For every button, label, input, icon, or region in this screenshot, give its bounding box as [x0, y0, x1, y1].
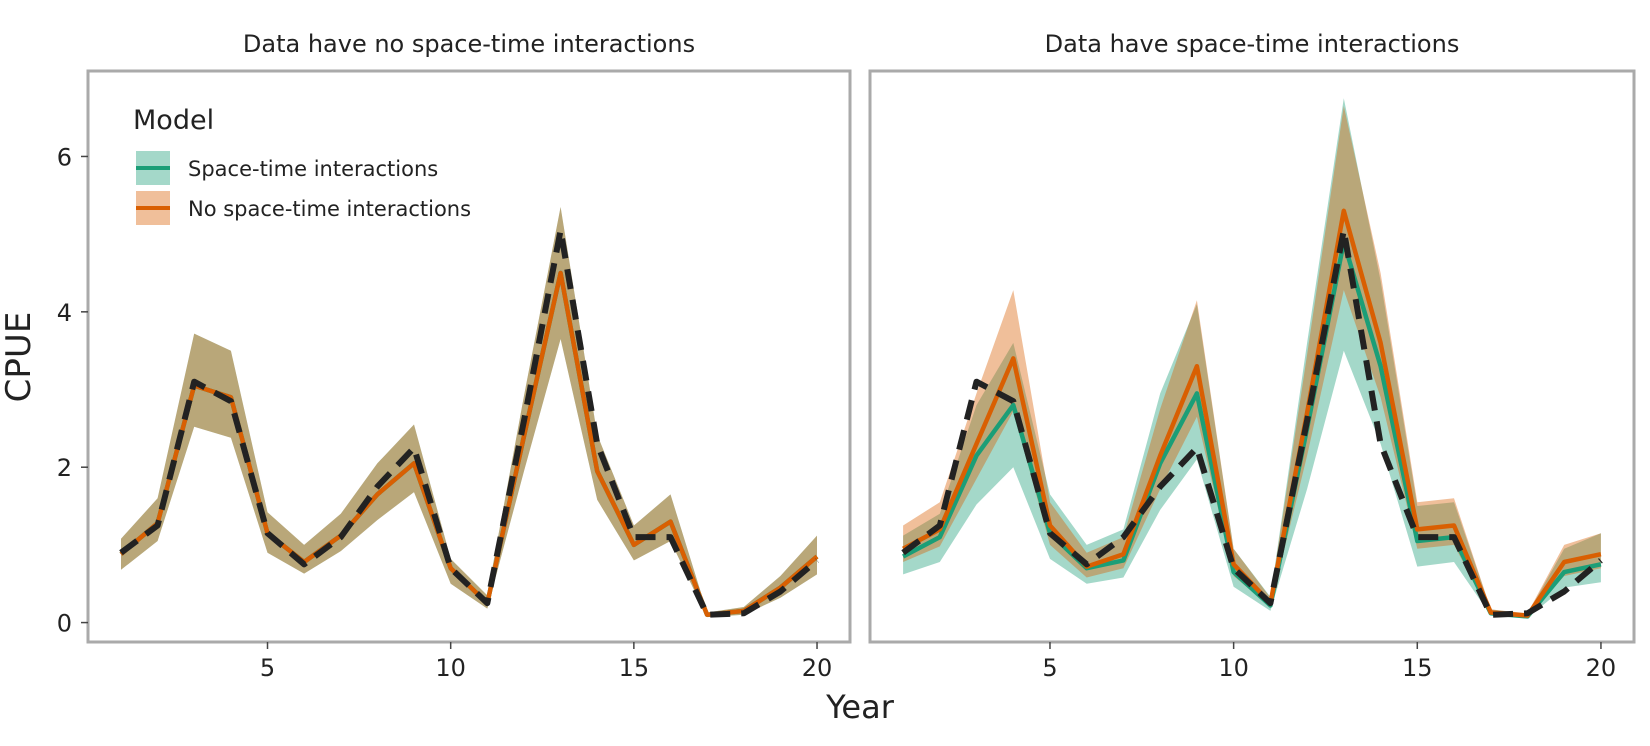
x-tick-label: 5 — [1042, 654, 1057, 682]
ribbon-no-space-time — [903, 106, 1601, 618]
x-tick-label: 20 — [802, 654, 833, 682]
x-tick-label: 20 — [1586, 654, 1617, 682]
line-true-cpue — [901, 227, 1603, 618]
panel-title: Data have no space-time interactions — [243, 30, 695, 58]
legend-label: Space-time interactions — [188, 157, 438, 181]
y-tick-label: 6 — [57, 143, 72, 171]
line-no-space-time — [119, 270, 819, 618]
y-tick-label: 0 — [57, 610, 72, 638]
x-tick-label: 5 — [260, 654, 275, 682]
y-tick-label: 2 — [57, 454, 72, 482]
x-tick-label: 10 — [435, 654, 466, 682]
x-tick-label: 15 — [1402, 654, 1433, 682]
panel-no-interactions: Data have no space-time interactions 5 10 1… — [57, 30, 852, 682]
x-tick-label: 15 — [619, 654, 650, 682]
legend-entry-no-space-time: No space-time interactions — [136, 191, 471, 225]
ribbon-no-space-time — [121, 207, 817, 618]
line-space-time — [119, 270, 819, 618]
legend-entry-space-time: Space-time interactions — [136, 151, 438, 185]
x-tick-label: 10 — [1218, 654, 1249, 682]
legend-title: Model — [133, 105, 214, 136]
line-true-cpue — [119, 227, 819, 618]
x-axis-label: Year — [825, 688, 895, 726]
legend: Model Space-time interactions No space-t… — [133, 105, 471, 225]
legend-label: No space-time interactions — [188, 197, 471, 221]
panel-frame — [86, 69, 852, 644]
panel-with-interactions: Data have space-time interactions 5 10 15 20 — [868, 30, 1636, 682]
y-axis-label: CPUE — [0, 312, 39, 403]
panel-title: Data have space-time interactions — [1045, 30, 1460, 58]
y-tick-label: 4 — [57, 299, 72, 327]
panel-frame — [868, 69, 1636, 644]
